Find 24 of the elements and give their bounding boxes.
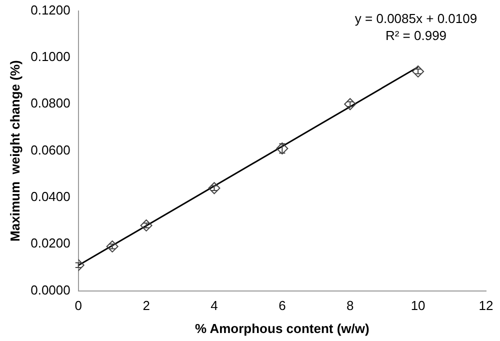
x-tick-label: 12: [478, 298, 494, 314]
y-tick-label: 0.0800: [30, 96, 70, 111]
y-tick-label: 0.1200: [30, 2, 70, 18]
y-axis-title: Maximum weight change (%): [7, 60, 22, 242]
annotation: R² = 0.999: [385, 28, 447, 43]
x-tick-label: 8: [346, 298, 354, 314]
point: [276, 142, 288, 154]
x-tick-label: 0: [74, 298, 82, 314]
x-tick-label: 10: [410, 298, 426, 314]
point: [344, 98, 356, 110]
point: [106, 240, 118, 252]
annotation: y = 0.0085x + 0.0109: [354, 10, 478, 26]
y-tick-label: 0.0400: [30, 189, 70, 204]
point: [208, 182, 220, 194]
point: [412, 65, 424, 78]
y-tick-label: 0.0000: [30, 282, 70, 298]
x-tick-label: 4: [210, 298, 218, 314]
y-tick-label: 0.0200: [30, 236, 70, 251]
x-tick-label: 2: [142, 298, 150, 314]
y-tick-label: 0.0600: [30, 142, 70, 158]
x-axis-title: % Amorphous content (w/w): [195, 320, 370, 336]
y-tick-label: 0.1000: [30, 49, 70, 64]
point: [140, 219, 152, 232]
x-tick-label: 6: [278, 298, 286, 314]
